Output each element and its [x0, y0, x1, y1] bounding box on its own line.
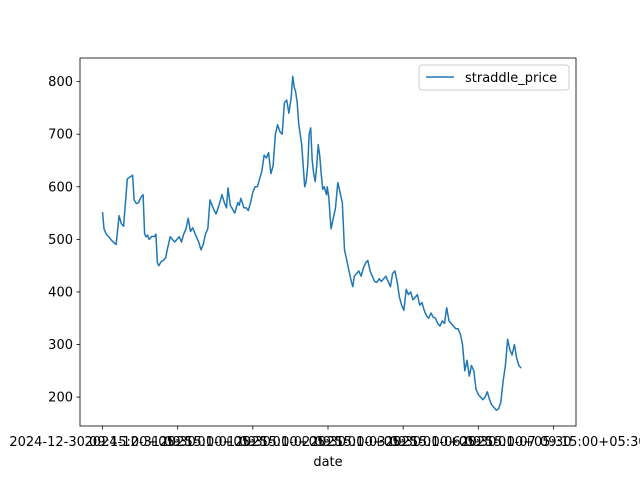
series-line-straddle-price	[101, 75, 522, 411]
legend-box	[418, 64, 570, 91]
y-tick-label: 300	[48, 338, 73, 353]
y-axis-ticks: 200 300 400 500 600 700 800	[48, 75, 80, 406]
x-tick-label: 2025-01-03 09:15:00+05:30	[310, 435, 496, 450]
x-tick-label: 2024-12-30 09:15:00+05:30	[9, 435, 195, 450]
x-tick-label: 2024-12-31 09:15:00+05:30	[84, 435, 270, 450]
x-axis-label: date	[313, 455, 342, 470]
axes-frame	[79, 57, 577, 427]
y-tick-label: 400	[48, 285, 73, 300]
y-tick-label: 500	[48, 233, 73, 248]
y-tick-label: 800	[48, 75, 73, 90]
x-tick-label: 2025-01-07 09:15:00+05:30	[460, 435, 640, 450]
plot-area	[80, 58, 576, 426]
legend-label-straddle-price: straddle_price	[465, 71, 557, 86]
legend: straddle_price	[418, 64, 570, 91]
x-tick-label: 2025-01-01 09:15:00+05:30	[160, 435, 346, 450]
x-tick-label: 2025-01-06 09:15:00+05:30	[385, 435, 571, 450]
y-tick-label: 700	[48, 128, 73, 143]
x-tick-label: 2025-01-02 09:15:00+05:30	[235, 435, 421, 450]
y-tick-label: 200	[48, 391, 73, 406]
y-tick-label: 600	[48, 180, 73, 195]
